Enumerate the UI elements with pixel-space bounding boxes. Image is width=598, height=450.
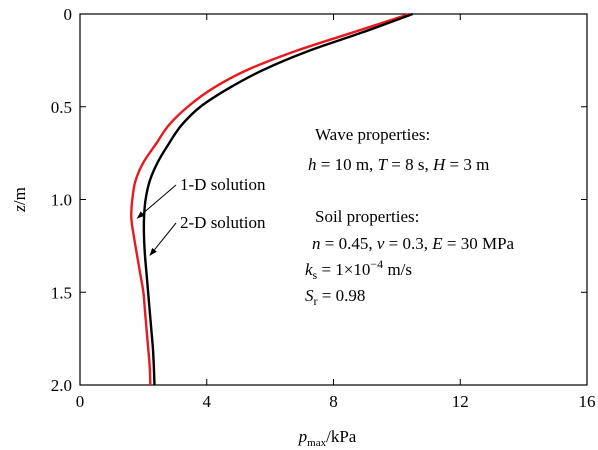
wave-properties-line: h = 10 m, T = 8 s, H = 3 m bbox=[308, 155, 489, 174]
y-tick-label: 0.5 bbox=[51, 98, 72, 117]
x-tick-label: 16 bbox=[579, 392, 596, 411]
soil-properties-line-3: Sr = 0.98 bbox=[305, 286, 365, 308]
soil-properties-line-1: n = 0.45, v = 0.3, E = 30 MPa bbox=[312, 234, 515, 253]
x-tick-label: 12 bbox=[452, 392, 469, 411]
x-axis-title: pmax/kPa bbox=[298, 427, 357, 449]
series-line-1d bbox=[130, 12, 410, 386]
series-label-arrow bbox=[136, 184, 177, 219]
y-tick-label: 1.5 bbox=[51, 283, 72, 302]
x-tick-label: 0 bbox=[76, 392, 85, 411]
soil-properties-line-2: ks = 1×10−4 m/s bbox=[305, 257, 412, 282]
soil-properties-title: Soil properties: bbox=[315, 207, 419, 226]
series-layer bbox=[130, 12, 414, 386]
series-labels: 1-D solution 2-D solution bbox=[136, 175, 266, 256]
annotations: Wave properties: h = 10 m, T = 8 s, H = 3… bbox=[305, 125, 515, 308]
axes: 0 4 8 12 16 0 0.5 1.0 1.5 2.0 pmax/kPa z/m bbox=[10, 5, 596, 449]
series-label-arrow bbox=[149, 222, 177, 256]
y-tick-label: 0 bbox=[64, 5, 73, 24]
x-tick-label: 8 bbox=[329, 392, 338, 411]
series-label-1d: 1-D solution bbox=[180, 175, 266, 194]
series-line-2d bbox=[142, 12, 414, 386]
x-tick-label: 4 bbox=[203, 392, 212, 411]
y-tick-label: 2.0 bbox=[51, 376, 72, 395]
y-axis-title: z/m bbox=[10, 187, 29, 213]
plot-frame bbox=[79, 13, 588, 386]
y-tick-label: 1.0 bbox=[51, 191, 72, 210]
wave-properties-title: Wave properties: bbox=[315, 125, 430, 144]
series-label-2d: 2-D solution bbox=[180, 213, 266, 232]
